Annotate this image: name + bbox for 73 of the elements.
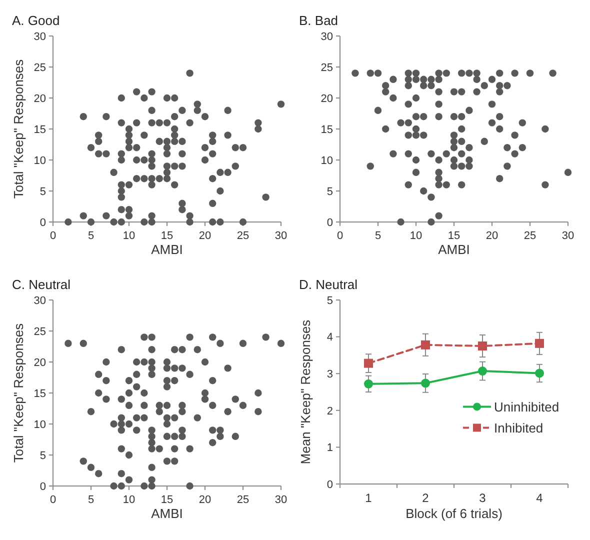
y-tick-label: 30 bbox=[320, 30, 333, 43]
y-tick-label: 20 bbox=[320, 92, 333, 105]
x-tick-label: 10 bbox=[122, 230, 136, 242]
y-axis-title: Mean "Keep" Responses bbox=[298, 319, 313, 464]
x-tick-label: 3 bbox=[479, 491, 486, 505]
y-tick-label: 15 bbox=[320, 124, 333, 136]
y-tick-label: 0 bbox=[40, 480, 46, 493]
x-tick-label: 15 bbox=[160, 494, 174, 506]
y-tick-label: 3 bbox=[326, 368, 333, 380]
y-tick-label: 1 bbox=[326, 442, 333, 454]
y-tick-label: 15 bbox=[34, 388, 46, 400]
point bbox=[364, 358, 373, 368]
legend-label: Inhibited bbox=[494, 420, 544, 436]
x-tick-label: 0 bbox=[50, 230, 56, 242]
x-tick-label: 25 bbox=[524, 230, 536, 242]
y-tick-label: 20 bbox=[34, 356, 46, 369]
y-tick-label: 2 bbox=[326, 405, 333, 418]
y-tick-label: 10 bbox=[320, 154, 333, 167]
x-axis-title: AMBI bbox=[151, 506, 183, 521]
x-tick-label: 10 bbox=[122, 494, 136, 506]
y-tick-label: 5 bbox=[40, 450, 46, 462]
y-tick-label: 15 bbox=[34, 124, 46, 136]
y-tick-label: 5 bbox=[326, 186, 333, 198]
x-tick-label: 10 bbox=[410, 230, 422, 242]
x-tick-label: 15 bbox=[160, 230, 174, 242]
x-tick-label: 30 bbox=[274, 230, 288, 242]
chart-title: C. Neutral bbox=[12, 277, 71, 292]
point bbox=[478, 342, 487, 350]
x-tick-label: 20 bbox=[486, 230, 498, 242]
x-axis-title: Block (of 6 trials) bbox=[406, 506, 502, 521]
y-tick-label: 25 bbox=[320, 62, 333, 74]
x-tick-label: 2 bbox=[422, 491, 430, 505]
y-tick-label: 20 bbox=[34, 92, 46, 105]
point bbox=[364, 379, 373, 388]
chart-title: A. Good bbox=[12, 13, 60, 28]
y-tick-label: 0 bbox=[326, 478, 333, 491]
y-tick-label: 30 bbox=[34, 294, 46, 307]
y-tick-label: 30 bbox=[34, 30, 46, 43]
x-tick-label: 30 bbox=[274, 494, 288, 506]
x-tick-label: 25 bbox=[236, 230, 250, 242]
x-tick-label: 5 bbox=[88, 230, 94, 242]
y-tick-label: 10 bbox=[34, 418, 46, 431]
y-tick-label: 5 bbox=[40, 186, 46, 198]
x-axis-title: AMBI bbox=[151, 242, 183, 257]
x-tick-label: 0 bbox=[336, 230, 344, 242]
legend-label: Uninhibited bbox=[494, 400, 560, 415]
x-tick-label: 20 bbox=[198, 494, 212, 506]
point bbox=[535, 338, 544, 348]
chart-title: D. Neutral bbox=[299, 277, 358, 292]
point bbox=[421, 340, 430, 350]
x-tick-label: 5 bbox=[374, 230, 382, 242]
y-tick-label: 0 bbox=[40, 216, 46, 229]
x-tick-label: 15 bbox=[448, 230, 460, 242]
chart-title: B. Bad bbox=[299, 13, 338, 28]
point bbox=[535, 368, 544, 378]
x-tick-label: 5 bbox=[88, 494, 94, 506]
y-tick-label: 5 bbox=[326, 294, 333, 307]
x-tick-label: 1 bbox=[365, 491, 372, 505]
y-tick-label: 10 bbox=[34, 154, 46, 167]
y-axis-title: Total "Keep" Responses bbox=[11, 58, 26, 199]
y-tick-label: 0 bbox=[326, 216, 333, 229]
x-tick-label: 4 bbox=[536, 491, 544, 505]
y-tick-label: 25 bbox=[34, 62, 46, 74]
y-axis-title: Total "Keep" Responses bbox=[11, 322, 26, 463]
y-tick-label: 25 bbox=[34, 326, 46, 338]
x-tick-label: 20 bbox=[198, 230, 212, 242]
x-tick-label: 25 bbox=[236, 494, 250, 506]
point bbox=[421, 378, 430, 388]
y-tick-label: 4 bbox=[326, 332, 333, 344]
point bbox=[478, 366, 487, 376]
x-tick-label: 30 bbox=[562, 230, 574, 242]
x-tick-label: 0 bbox=[50, 494, 56, 506]
x-axis-title: AMBI bbox=[438, 242, 470, 257]
